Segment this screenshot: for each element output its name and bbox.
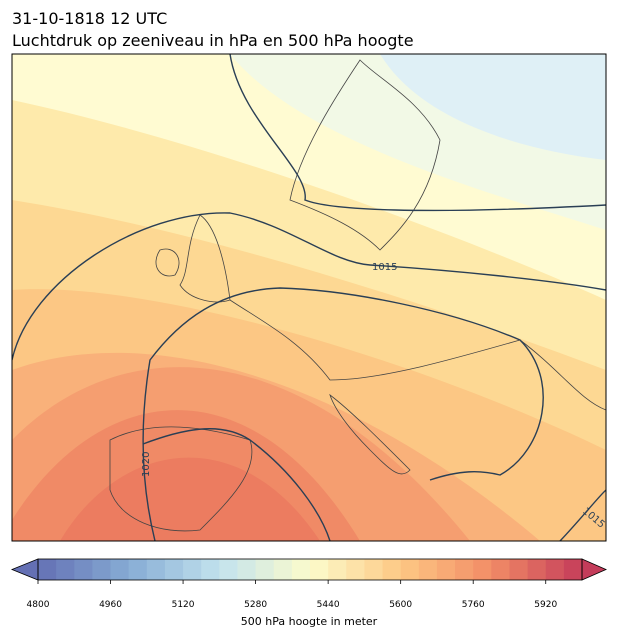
contour-label: 1020 <box>141 452 152 477</box>
coastline <box>329 393 411 475</box>
colorbar-band <box>128 559 148 580</box>
colorbar-band <box>255 559 275 580</box>
colorbar-tick-label: 4960 <box>99 600 122 610</box>
colorbar-extend <box>10 558 39 581</box>
colorbar-band <box>56 559 75 580</box>
colorbar-tick-label: 4800 <box>27 600 50 610</box>
colorbar-band <box>146 559 166 580</box>
colorbar-tick-label: 5760 <box>462 600 485 610</box>
colorbar-band <box>436 559 456 580</box>
colorbar-band <box>527 559 547 580</box>
colorbar-tick-label: 5280 <box>244 600 267 610</box>
colorbar-band <box>219 559 238 580</box>
colorbar-band <box>418 559 438 580</box>
coastline <box>229 299 606 411</box>
isobar <box>142 287 544 541</box>
colorbar-band <box>291 559 311 580</box>
coastline <box>289 59 441 251</box>
colorbar-tick-label: 5600 <box>389 600 412 610</box>
band <box>60 457 320 541</box>
isobar <box>229 54 606 212</box>
colorbar-band <box>491 559 510 580</box>
colorbar-band <box>38 559 57 580</box>
map: 1015 1020 1015 <box>12 54 606 541</box>
colorbar-label: 500 hPa hoogte in meter <box>241 615 378 628</box>
colorbar-band <box>455 559 474 580</box>
title: 31-10-1818 12 UTC <box>12 9 167 28</box>
colorbar-band <box>400 559 420 580</box>
isobar <box>12 212 606 361</box>
coastline <box>109 426 253 532</box>
colorbar-band <box>346 559 365 580</box>
colorbar-band <box>328 559 347 580</box>
isobar <box>559 489 606 541</box>
coastline <box>179 214 231 303</box>
colorbar-extend <box>581 558 607 581</box>
colorbar-band <box>164 559 184 580</box>
colorbar-band <box>563 559 583 580</box>
colorbar-band <box>92 559 112 580</box>
colorbar-band <box>382 559 402 580</box>
colorbar-band <box>473 559 492 580</box>
colorbar-band <box>74 559 93 580</box>
colorbar-band <box>183 559 202 580</box>
map-frame <box>11 53 607 542</box>
contour-label: 1015 <box>372 262 397 273</box>
colorbar-band <box>201 559 220 580</box>
colorbar-band <box>237 559 257 580</box>
colorbar-tick-label: 5920 <box>534 600 557 610</box>
subtitle: Luchtdruk op zeeniveau in hPa en 500 hPa… <box>12 31 414 50</box>
isobar <box>142 428 331 541</box>
colorbar-tick-label: 5440 <box>317 600 340 610</box>
colorbar-band <box>310 559 329 580</box>
colorbar-band <box>364 559 384 580</box>
colorbar-tick-label: 5120 <box>172 600 195 610</box>
colorbar-band <box>509 559 529 580</box>
coastline <box>155 248 180 277</box>
colorbar: 4800 4960 5120 5280 5440 5600 5760 5920 <box>10 558 607 610</box>
colorbar-frame <box>37 558 583 581</box>
colorbar-band <box>110 559 130 580</box>
colorbar-band <box>273 559 293 580</box>
colorbar-band <box>545 559 565 580</box>
